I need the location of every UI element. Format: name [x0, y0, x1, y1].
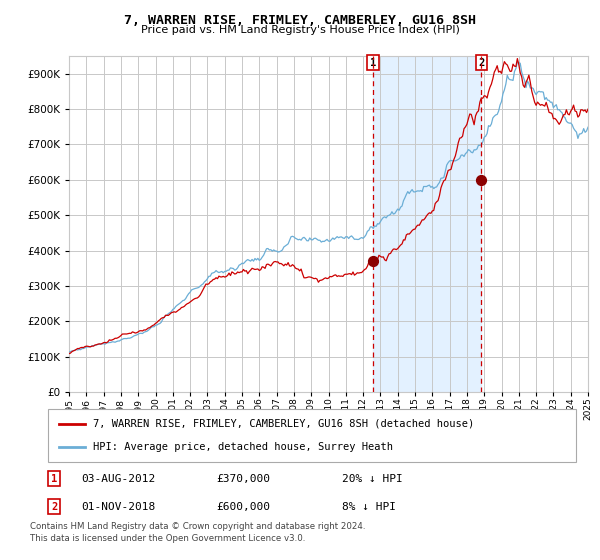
Text: 1: 1	[51, 474, 57, 484]
Text: 1: 1	[370, 58, 376, 68]
Text: 2: 2	[478, 58, 484, 68]
FancyBboxPatch shape	[48, 409, 576, 462]
Text: 7, WARREN RISE, FRIMLEY, CAMBERLEY, GU16 8SH (detached house): 7, WARREN RISE, FRIMLEY, CAMBERLEY, GU16…	[93, 419, 474, 429]
Text: This data is licensed under the Open Government Licence v3.0.: This data is licensed under the Open Gov…	[30, 534, 305, 543]
Text: Price paid vs. HM Land Registry's House Price Index (HPI): Price paid vs. HM Land Registry's House …	[140, 25, 460, 35]
Text: 7, WARREN RISE, FRIMLEY, CAMBERLEY, GU16 8SH: 7, WARREN RISE, FRIMLEY, CAMBERLEY, GU16…	[124, 14, 476, 27]
Text: Contains HM Land Registry data © Crown copyright and database right 2024.: Contains HM Land Registry data © Crown c…	[30, 522, 365, 531]
Text: £600,000: £600,000	[216, 502, 270, 512]
Text: 8% ↓ HPI: 8% ↓ HPI	[342, 502, 396, 512]
Bar	[373, 56, 481, 392]
Text: 03-AUG-2012: 03-AUG-2012	[81, 474, 155, 484]
Point	[368, 256, 378, 265]
Text: 2: 2	[51, 502, 57, 512]
Text: 01-NOV-2018: 01-NOV-2018	[81, 502, 155, 512]
Text: HPI: Average price, detached house, Surrey Heath: HPI: Average price, detached house, Surr…	[93, 442, 393, 452]
Point	[476, 175, 486, 184]
Text: 20% ↓ HPI: 20% ↓ HPI	[342, 474, 403, 484]
Text: £370,000: £370,000	[216, 474, 270, 484]
